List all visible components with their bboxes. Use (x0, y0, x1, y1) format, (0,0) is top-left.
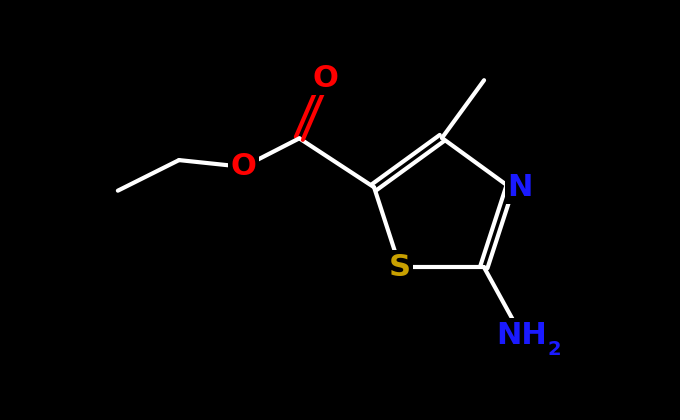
Text: O: O (312, 64, 338, 93)
Text: N: N (507, 173, 532, 202)
Text: 2: 2 (547, 341, 561, 360)
Text: NH: NH (496, 320, 547, 349)
Text: S: S (389, 252, 411, 281)
Text: O: O (231, 152, 256, 181)
